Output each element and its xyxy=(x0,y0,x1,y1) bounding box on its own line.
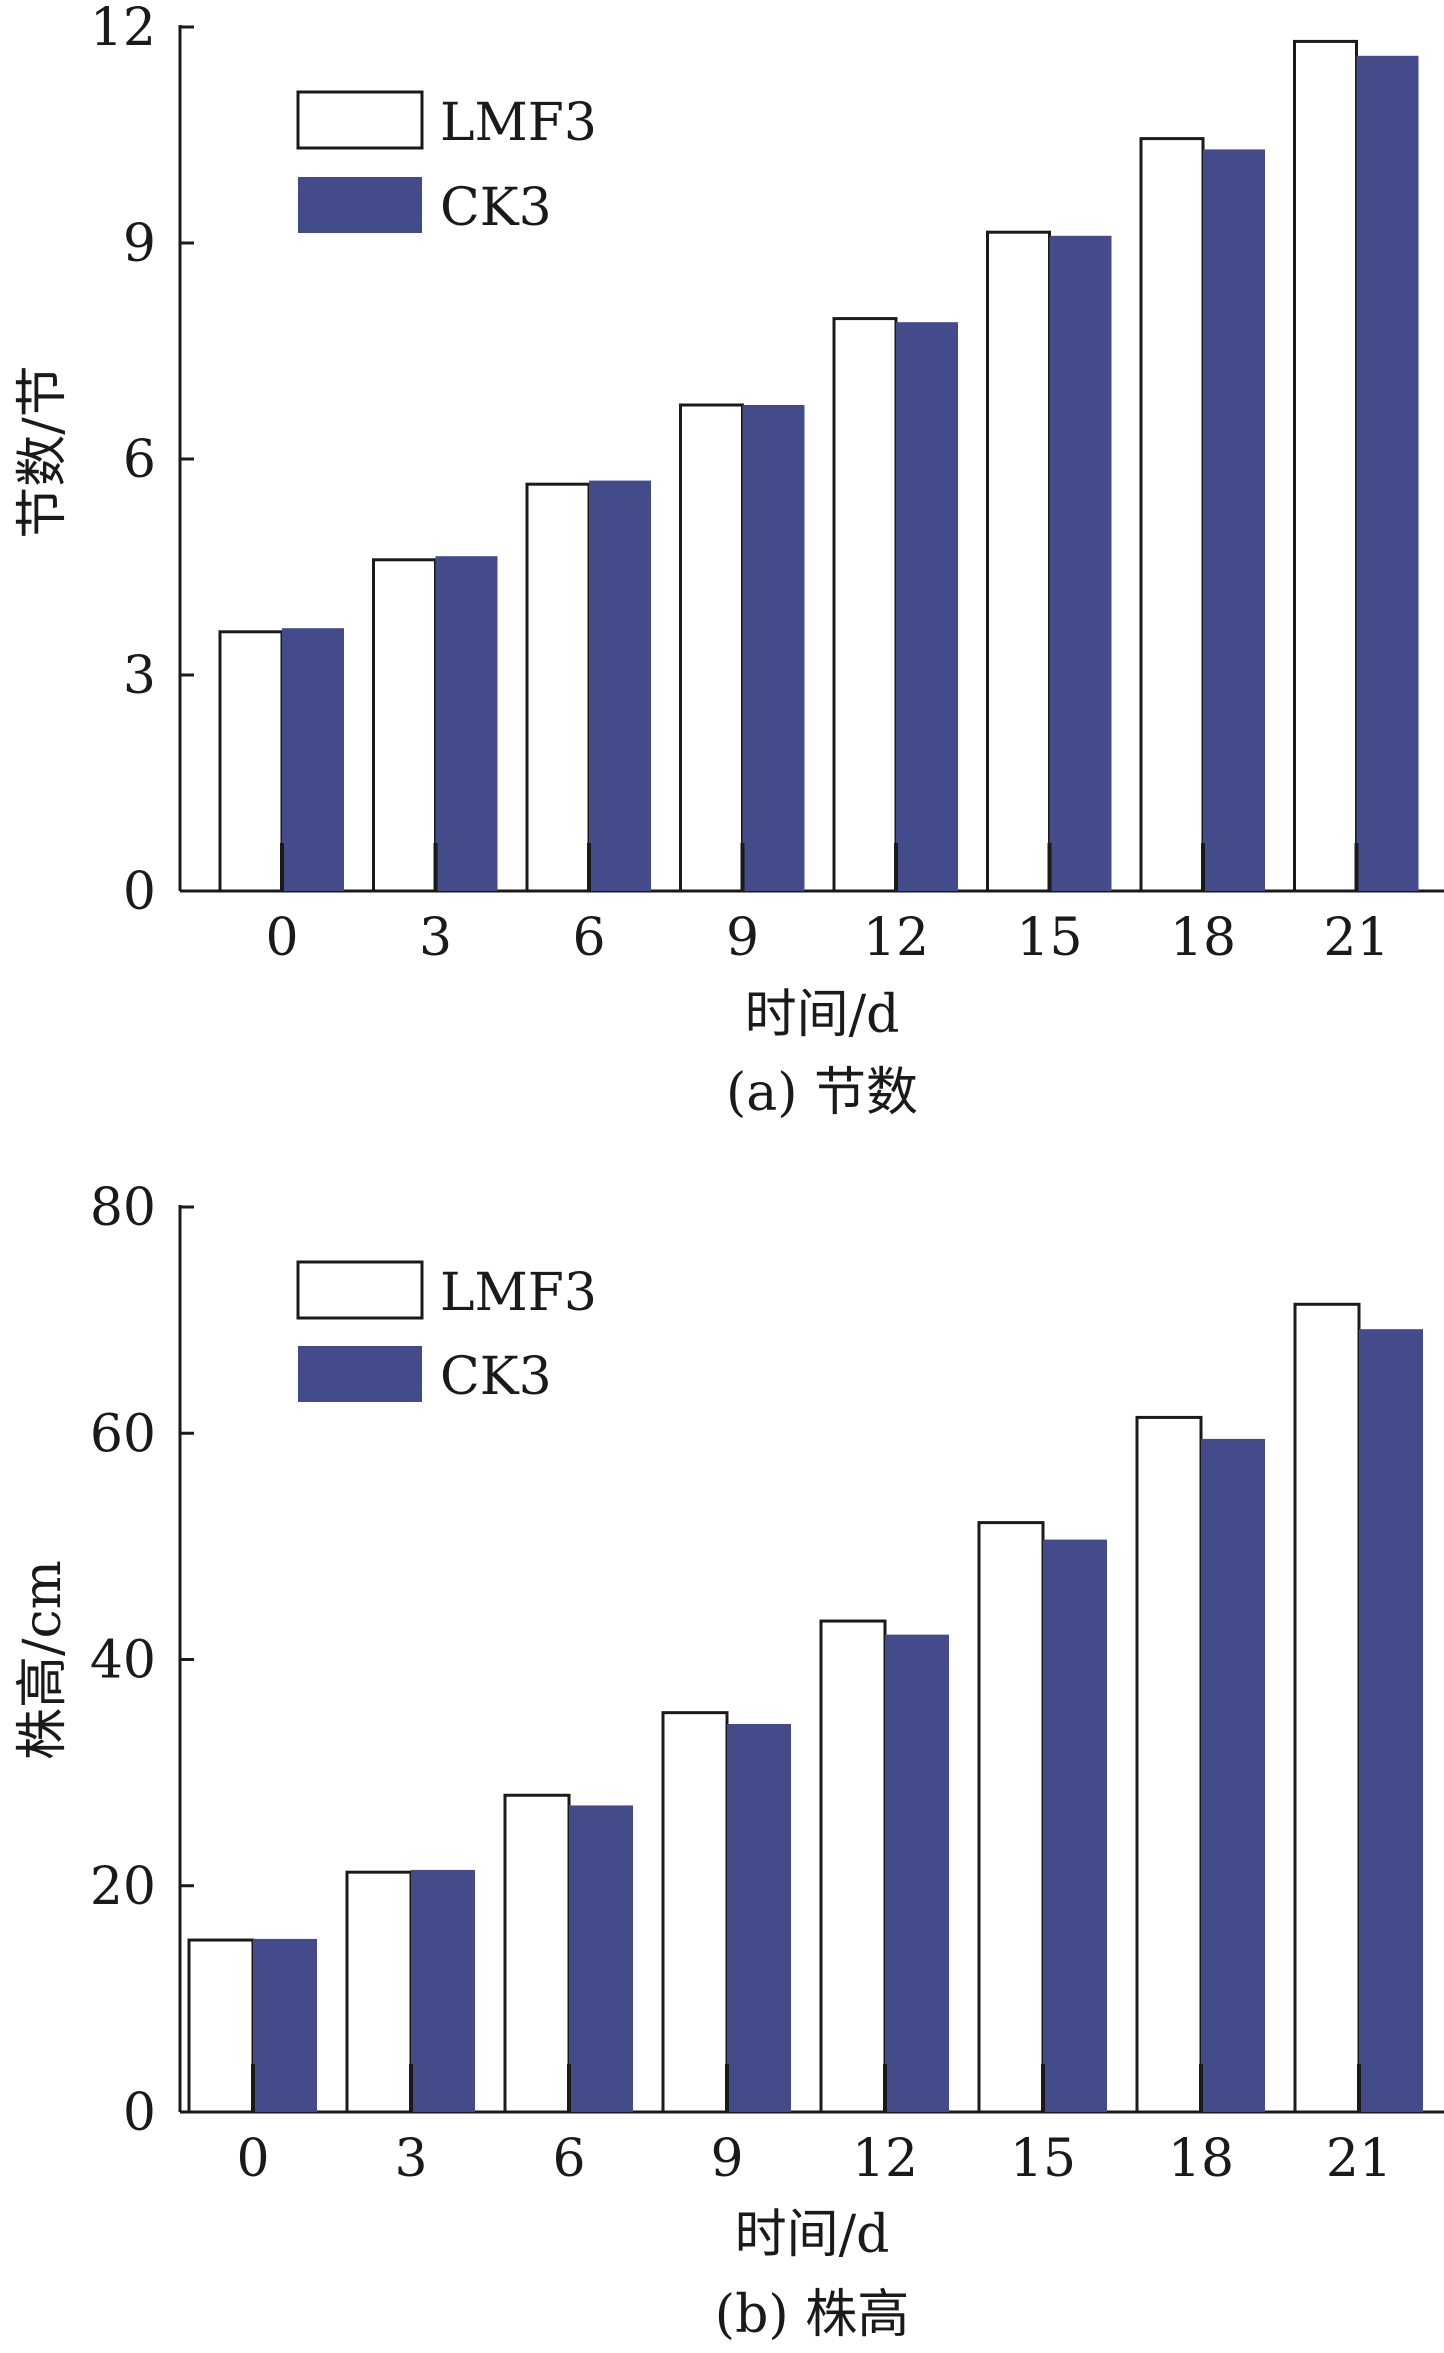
x-tick-label: 3 xyxy=(394,2129,427,2189)
y-axis-title-b: 株高/cm xyxy=(13,1560,73,1760)
bar-ck3-18 xyxy=(1201,1438,1265,2112)
x-ticks-b: 0 3 6 9 12 15 18 21 xyxy=(236,2129,1392,2189)
y-tick-label: 60 xyxy=(90,1404,156,1464)
legend-swatch-ck3 xyxy=(298,177,422,233)
bar-lmf3-3 xyxy=(345,1870,413,2114)
y-tick-label: 0 xyxy=(123,862,156,922)
bar-lmf3-15 xyxy=(977,1521,1045,2114)
bars-a xyxy=(218,39,1419,893)
bar-lmf3-0 xyxy=(218,630,284,893)
y-ticks-a: 0 3 6 9 12 xyxy=(90,0,194,922)
legend-swatch-lmf3 xyxy=(296,1260,424,1320)
bar-lmf3-9 xyxy=(679,403,744,893)
y-tick-label: 80 xyxy=(90,1178,156,1238)
x-tick-label: 15 xyxy=(1016,908,1082,968)
chart-panel-a: 0 3 6 9 12 0 3 6 9 12 15 18 21 LMF3 CK3 节数/节 时间/d (… xyxy=(13,0,1444,1123)
bar-ck3-3 xyxy=(411,1869,475,2112)
caption-b: (b) 株高 xyxy=(715,2285,909,2345)
y-tick-label: 20 xyxy=(90,1857,156,1917)
bar-lmf3-18 xyxy=(1139,137,1205,893)
x-tick-label: 6 xyxy=(572,908,605,968)
x-tick-label: 21 xyxy=(1326,2129,1392,2189)
x-tick-label: 0 xyxy=(265,908,298,968)
bar-ck3-3 xyxy=(435,556,498,891)
bar-ck3-9 xyxy=(742,405,805,891)
y-tick-label: 12 xyxy=(90,0,156,58)
bar-ck3-6 xyxy=(589,480,651,891)
bar-ck3-15 xyxy=(1049,235,1112,892)
x-axis-title-b: 时间/d xyxy=(735,2205,890,2265)
x-ticks-a: 0 3 6 9 12 15 18 21 xyxy=(265,908,1389,968)
x-tick-label: 0 xyxy=(236,2129,269,2189)
legend-b: LMF3 CK3 xyxy=(296,1260,597,1407)
bar-ck3-6 xyxy=(569,1805,633,2112)
x-axis-title-a: 时间/d xyxy=(745,985,900,1045)
bar-lmf3-21 xyxy=(1293,1302,1361,2114)
x-tick-label: 21 xyxy=(1323,908,1389,968)
y-ticks-b: 0 20 40 60 80 xyxy=(90,1178,194,2143)
y-tick-label: 40 xyxy=(90,1631,156,1691)
legend-label-lmf3: LMF3 xyxy=(440,1263,597,1323)
bar-lmf3-0 xyxy=(187,1938,255,2114)
bar-lmf3-21 xyxy=(1293,39,1358,893)
legend-label-lmf3: LMF3 xyxy=(440,93,597,153)
legend-a: LMF3 CK3 xyxy=(296,90,597,238)
bar-ck3-9 xyxy=(727,1723,791,2112)
x-tick-label: 6 xyxy=(552,2129,585,2189)
bar-ck3-0 xyxy=(282,628,344,891)
bar-ck3-0 xyxy=(253,1938,317,2112)
y-axis-title-a: 节数/节 xyxy=(13,365,73,539)
bar-lmf3-18 xyxy=(1135,1415,1203,2114)
chart-panel-b: 0 20 40 60 80 0 3 6 9 12 15 18 21 LMF3 CK3 株高/cm 时间… xyxy=(13,1178,1444,2345)
bar-lmf3-6 xyxy=(525,482,591,893)
bar-ck3-12 xyxy=(885,1634,949,2112)
y-tick-label: 0 xyxy=(123,2083,156,2143)
bar-lmf3-3 xyxy=(372,558,437,893)
legend-swatch-lmf3 xyxy=(296,90,424,150)
x-tick-label: 12 xyxy=(852,2129,918,2189)
legend-label-ck3: CK3 xyxy=(440,178,552,238)
bar-lmf3-6 xyxy=(503,1793,571,2114)
bar-lmf3-12 xyxy=(832,317,898,893)
bar-ck3-12 xyxy=(896,322,958,891)
x-tick-label: 9 xyxy=(726,908,759,968)
y-tick-label: 9 xyxy=(123,214,156,274)
x-tick-label: 18 xyxy=(1170,908,1236,968)
caption-a: (a) 节数 xyxy=(726,1063,918,1123)
bar-lmf3-12 xyxy=(819,1619,887,2114)
bars-b xyxy=(187,1302,1423,2114)
bar-ck3-15 xyxy=(1043,1539,1107,2112)
y-tick-label: 3 xyxy=(123,646,156,706)
y-tick-label: 6 xyxy=(123,430,156,490)
bar-lmf3-9 xyxy=(661,1711,729,2114)
bar-ck3-21 xyxy=(1356,55,1419,892)
x-tick-label: 9 xyxy=(710,2129,743,2189)
x-tick-label: 15 xyxy=(1010,2129,1076,2189)
x-tick-label: 12 xyxy=(863,908,929,968)
bar-ck3-18 xyxy=(1203,149,1265,891)
x-tick-label: 18 xyxy=(1168,2129,1234,2189)
bar-ck3-21 xyxy=(1359,1329,1423,2112)
legend-label-ck3: CK3 xyxy=(440,1347,552,1407)
x-tick-label: 3 xyxy=(419,908,452,968)
bar-lmf3-15 xyxy=(986,230,1051,893)
legend-swatch-ck3 xyxy=(298,1346,422,1402)
